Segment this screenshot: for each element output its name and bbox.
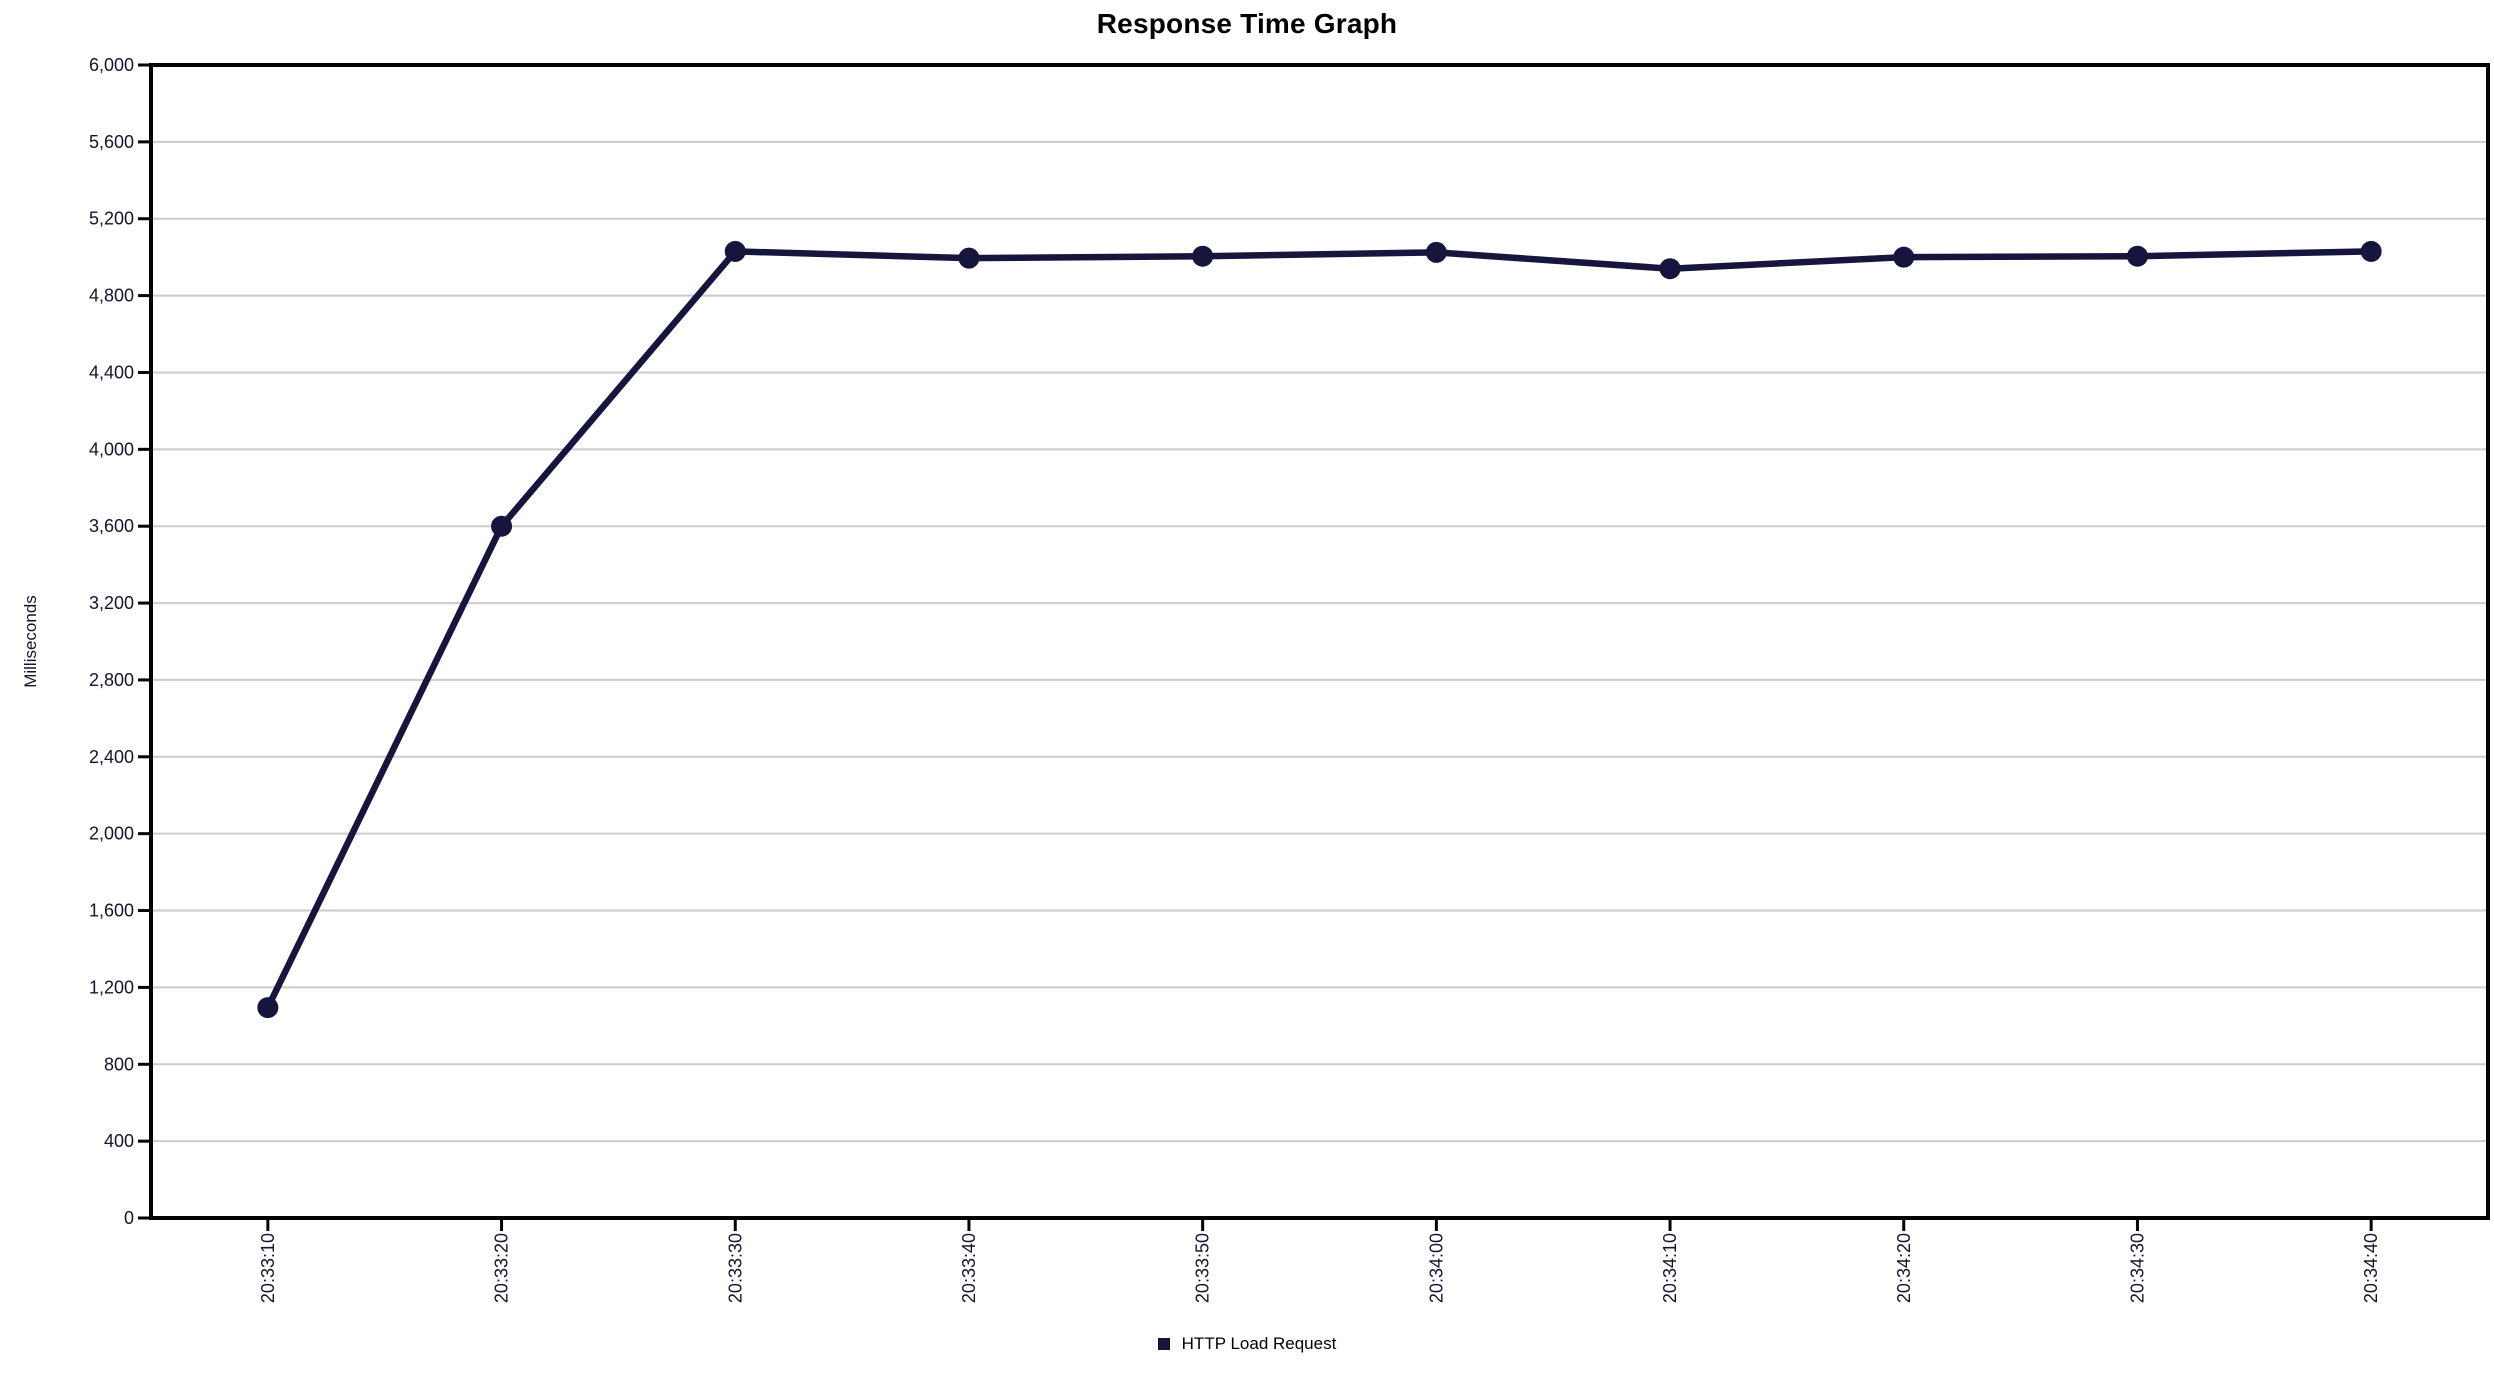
y-tick-label: 4,000 xyxy=(89,439,134,459)
chart-title: Response Time Graph xyxy=(1096,8,1398,39)
y-tick-label: 5,600 xyxy=(89,132,134,152)
data-point xyxy=(257,997,279,1019)
legend-square-icon xyxy=(1157,1338,1170,1350)
plot-border xyxy=(149,63,2490,1220)
y-tick-label: 1,600 xyxy=(89,901,134,921)
y-tick-label: 3,600 xyxy=(89,516,134,536)
y-tick-label: 3,200 xyxy=(89,593,134,613)
y-tick-label: 5,200 xyxy=(89,209,134,229)
y-tick-label: 1,200 xyxy=(89,977,134,997)
x-tick-label: 20:34:40 xyxy=(2361,1233,2381,1303)
x-tick-label: 20:34:00 xyxy=(1426,1233,1446,1303)
x-tick-label: 20:34:10 xyxy=(1660,1233,1680,1303)
y-tick-label: 800 xyxy=(104,1054,134,1074)
y-tick-label: 400 xyxy=(104,1131,134,1151)
data-point xyxy=(2360,240,2382,262)
x-tick-label: 20:33:50 xyxy=(1193,1233,1213,1303)
x-tick-label: 20:34:20 xyxy=(1894,1233,1914,1303)
y-tick-label: 4,800 xyxy=(89,286,134,306)
y-tick-label: 2,000 xyxy=(89,824,134,844)
x-tick-label: 20:33:10 xyxy=(258,1233,278,1303)
legend-series-label: HTTP Load Request xyxy=(1181,1334,1337,1353)
data-point xyxy=(724,240,746,262)
x-tick-label: 20:33:20 xyxy=(492,1233,512,1303)
data-point xyxy=(1192,245,1214,267)
y-tick-label: 0 xyxy=(124,1208,134,1228)
y-tick-label: 6,000 xyxy=(89,55,134,75)
legend: HTTP Load Request xyxy=(0,1334,2494,1354)
data-point xyxy=(958,247,980,269)
series-line xyxy=(264,248,2375,1011)
y-axis-title: Milliseconds xyxy=(21,595,40,688)
data-point xyxy=(1893,246,1915,268)
x-tick-label: 20:33:30 xyxy=(725,1233,745,1303)
x-tick-label: 20:34:30 xyxy=(2127,1233,2147,1303)
x-tick-label: 20:33:40 xyxy=(959,1233,979,1303)
data-point xyxy=(2126,245,2148,267)
y-tick-label: 2,400 xyxy=(89,747,134,767)
data-point xyxy=(491,515,513,537)
y-tick-label: 4,400 xyxy=(89,362,134,382)
data-point xyxy=(1659,258,1681,280)
data-point xyxy=(1425,241,1447,263)
y-tick-label: 2,800 xyxy=(89,670,134,690)
